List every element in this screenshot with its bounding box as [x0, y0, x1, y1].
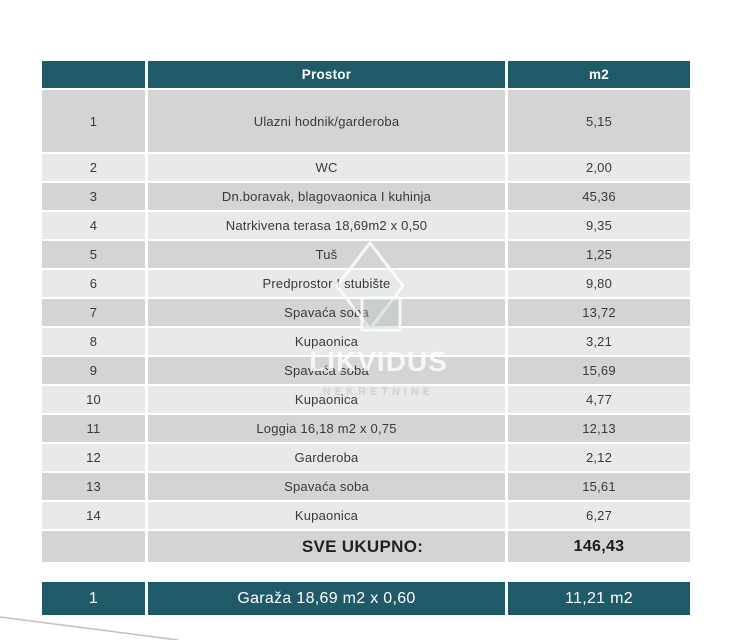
table-row: 10 Kupaonica 4,77	[42, 386, 690, 413]
row-area-cell: 3,21	[508, 328, 690, 355]
row-number-cell: 11	[42, 415, 145, 442]
row-number-cell: 6	[42, 270, 145, 297]
row-area-cell: 15,61	[508, 473, 690, 500]
row-name-cell: Kupaonica	[148, 502, 505, 529]
row-area-cell: 45,36	[508, 183, 690, 210]
row-name-cell: Kupaonica	[148, 386, 505, 413]
total-value-cell: 146,43	[508, 531, 690, 562]
table-row: 9 Spavaća soba 15,69	[42, 357, 690, 384]
table-row: 5 Tuš 1,25	[42, 241, 690, 268]
row-name-cell: Predprostor I stubište	[148, 270, 505, 297]
row-name-cell: Spavaća soba	[148, 299, 505, 326]
row-area-cell: 5,15	[508, 90, 690, 152]
row-number-cell: 14	[42, 502, 145, 529]
table-row: 13 Spavaća soba 15,61	[42, 473, 690, 500]
row-number-cell: 12	[42, 444, 145, 471]
row-number-cell: 8	[42, 328, 145, 355]
row-name-cell: Spavaća soba	[148, 473, 505, 500]
row-number-cell: 4	[42, 212, 145, 239]
total-label: SVE UKUPNO:	[301, 536, 424, 556]
row-area-cell: 12,13	[508, 415, 690, 442]
table-row: 14 Kupaonica 6,27	[42, 502, 690, 529]
table-row: 4 Natrkivena terasa 18,69m2 x 0,50 9,35	[42, 212, 690, 239]
table-row: 6 Predprostor I stubište 9,80	[42, 270, 690, 297]
table-row: 1 Ulazni hodnik/garderoba 5,15	[42, 90, 690, 152]
total-row: SVE UKUPNO: 146,43	[42, 531, 690, 562]
row-area-cell: 1,25	[508, 241, 690, 268]
row-number-cell: 9	[42, 357, 145, 384]
corner-diagonal-line	[0, 616, 179, 640]
garage-row: 1 Garaža 18,69 m2 x 0,60 11,21 m2	[42, 582, 690, 615]
header-prostor-cell: Prostor	[148, 61, 505, 88]
row-name-cell: Dn.boravak, blagovaonica I kuhinja	[148, 183, 505, 210]
row-area-cell: 13,72	[508, 299, 690, 326]
row-name-cell: Tuš	[148, 241, 505, 268]
row-number-cell: 1	[42, 90, 145, 152]
row-number-cell: 13	[42, 473, 145, 500]
row-name-cell: Spavaća soba	[148, 357, 505, 384]
row-area-cell: 2,12	[508, 444, 690, 471]
row-name-cell: Kupaonica	[148, 328, 505, 355]
row-number-cell: 7	[42, 299, 145, 326]
header-number-cell	[42, 61, 145, 88]
row-name-cell: Ulazni hodnik/garderoba	[148, 90, 505, 152]
row-number-cell: 3	[42, 183, 145, 210]
table-row: 12 Garderoba 2,12	[42, 444, 690, 471]
row-number-cell: 2	[42, 154, 145, 181]
total-label-cell: SVE UKUPNO:	[148, 531, 505, 562]
row-area-cell: 9,35	[508, 212, 690, 239]
area-table: Prostor m2 1 Ulazni hodnik/garderoba 5,1…	[42, 61, 690, 562]
row-number-cell: 10	[42, 386, 145, 413]
row-name-cell: Natrkivena terasa 18,69m2 x 0,50	[148, 212, 505, 239]
row-area-cell: 9,80	[508, 270, 690, 297]
row-name-cell: WC	[148, 154, 505, 181]
row-name-cell: Loggia 16,18 m2 x 0,75	[148, 415, 505, 442]
row-area-cell: 2,00	[508, 154, 690, 181]
table-row: 7 Spavaća soba 13,72	[42, 299, 690, 326]
table-row: 11 Loggia 16,18 m2 x 0,75 12,13	[42, 415, 690, 442]
header-m2-cell: m2	[508, 61, 690, 88]
total-empty-cell	[42, 531, 145, 562]
table-row: 3 Dn.boravak, blagovaonica I kuhinja 45,…	[42, 183, 690, 210]
row-area-cell: 6,27	[508, 502, 690, 529]
table-row: 8 Kupaonica 3,21	[42, 328, 690, 355]
row-area-cell: 4,77	[508, 386, 690, 413]
row-name-cell: Garderoba	[148, 444, 505, 471]
table-body: 1 Ulazni hodnik/garderoba 5,15 2 WC 2,00…	[42, 90, 690, 529]
table-row: 2 WC 2,00	[42, 154, 690, 181]
row-area-cell: 15,69	[508, 357, 690, 384]
garage-number-cell: 1	[42, 582, 145, 615]
table-header-row: Prostor m2	[42, 61, 690, 88]
total-value: 146,43	[573, 537, 625, 555]
garage-name-cell: Garaža 18,69 m2 x 0,60	[148, 582, 505, 615]
garage-area-cell: 11,21 m2	[508, 582, 690, 615]
row-number-cell: 5	[42, 241, 145, 268]
